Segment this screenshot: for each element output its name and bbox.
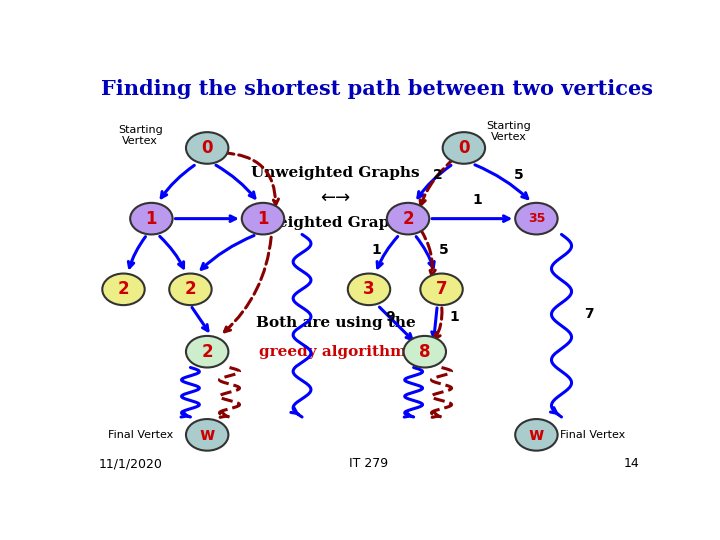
- Text: 5: 5: [438, 243, 449, 257]
- Text: 1: 1: [450, 309, 459, 323]
- Text: Unweighted Graphs: Unweighted Graphs: [251, 166, 420, 180]
- Text: 7: 7: [584, 307, 593, 321]
- Circle shape: [186, 336, 228, 368]
- Text: 1: 1: [257, 210, 269, 228]
- Text: 1: 1: [472, 193, 482, 207]
- Text: 2: 2: [117, 280, 130, 298]
- Circle shape: [130, 203, 173, 234]
- Text: Final Vertex: Final Vertex: [559, 430, 625, 440]
- Text: Finding the shortest path between two vertices: Finding the shortest path between two ve…: [101, 79, 653, 99]
- Text: 14: 14: [624, 457, 639, 470]
- Text: IT 279: IT 279: [349, 457, 389, 470]
- Text: 0: 0: [202, 139, 213, 157]
- Circle shape: [186, 132, 228, 164]
- Text: 9: 9: [386, 309, 395, 323]
- Text: 2: 2: [433, 168, 443, 182]
- Text: Weighted Graphs: Weighted Graphs: [262, 216, 409, 230]
- Text: Both are using the: Both are using the: [256, 315, 415, 329]
- Text: 11/1/2020: 11/1/2020: [99, 457, 162, 470]
- Text: 2: 2: [402, 210, 414, 228]
- Text: ←→: ←→: [320, 189, 351, 207]
- Text: w: w: [199, 426, 215, 444]
- Circle shape: [516, 419, 557, 451]
- Circle shape: [242, 203, 284, 234]
- Text: Final Vertex: Final Vertex: [107, 430, 173, 440]
- Text: 5: 5: [514, 168, 524, 182]
- Text: 8: 8: [419, 343, 431, 361]
- Text: 0: 0: [458, 139, 469, 157]
- Text: Starting
Vertex: Starting Vertex: [486, 120, 531, 142]
- Circle shape: [169, 274, 212, 305]
- Circle shape: [348, 274, 390, 305]
- Circle shape: [443, 132, 485, 164]
- Text: 35: 35: [528, 212, 545, 225]
- Text: 7: 7: [436, 280, 447, 298]
- Text: greedy algorithm.: greedy algorithm.: [259, 345, 412, 359]
- Text: Starting
Vertex: Starting Vertex: [118, 125, 163, 146]
- Text: 1: 1: [372, 243, 382, 257]
- Text: 2: 2: [184, 280, 197, 298]
- Circle shape: [387, 203, 429, 234]
- Circle shape: [516, 203, 557, 234]
- Text: 1: 1: [145, 210, 157, 228]
- Text: 3: 3: [363, 280, 375, 298]
- Text: 2: 2: [202, 343, 213, 361]
- Circle shape: [186, 419, 228, 451]
- Circle shape: [420, 274, 463, 305]
- Circle shape: [102, 274, 145, 305]
- Circle shape: [404, 336, 446, 368]
- Text: w: w: [528, 426, 544, 444]
